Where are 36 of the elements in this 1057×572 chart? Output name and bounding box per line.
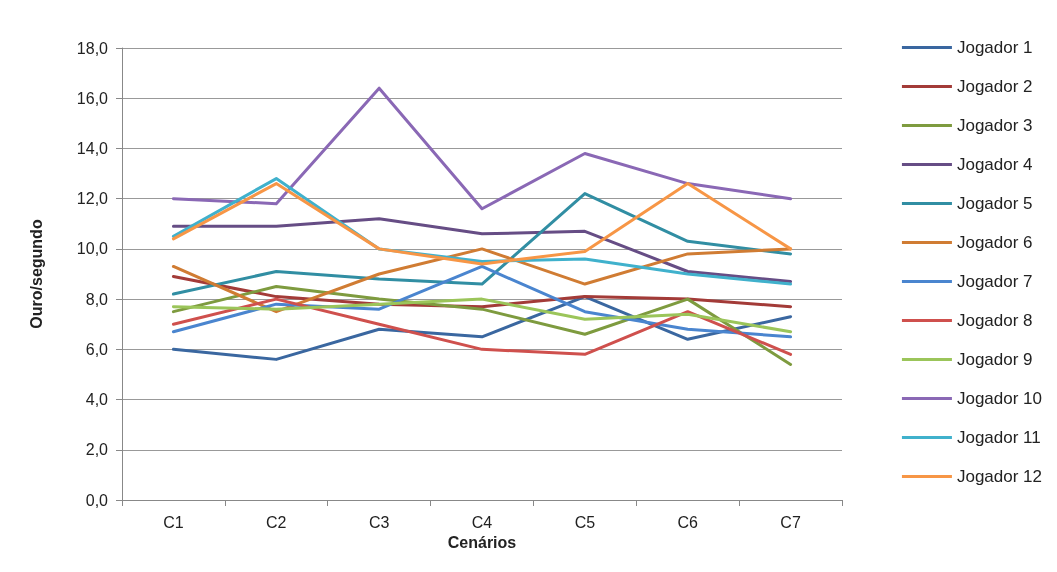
- line-series: [171, 86, 793, 211]
- x-tick-label: C7: [780, 513, 801, 531]
- legend-label: Jogador 6: [956, 233, 1033, 252]
- line-series: [171, 182, 793, 266]
- legend-label: Jogador 10: [956, 389, 1043, 408]
- x-tick-label: C4: [471, 513, 493, 531]
- legend-label: Jogador 4: [956, 155, 1033, 174]
- y-tick-label: 2,0: [85, 441, 109, 459]
- legend-label: Jogador 2: [956, 77, 1033, 96]
- legend-label: Jogador 1: [956, 38, 1033, 57]
- legend-label: Jogador 9: [956, 350, 1033, 369]
- y-tick-label: 0,0: [85, 491, 109, 509]
- legend-label: Jogador 5: [956, 194, 1033, 213]
- legend-label: Jogador 11: [956, 428, 1041, 447]
- x-tick-label: C3: [368, 513, 390, 531]
- y-tick-label: 16,0: [76, 89, 109, 107]
- y-tick-label: 8,0: [85, 290, 109, 308]
- x-tick-label: C5: [574, 513, 596, 531]
- x-tick-label: C1: [163, 513, 184, 531]
- y-tick-label: 6,0: [85, 340, 109, 358]
- x-tick-label: C2: [266, 513, 287, 531]
- x-axis-title: Cenários: [447, 534, 517, 552]
- legend-label: Jogador 12: [956, 467, 1043, 486]
- x-tick-label: C6: [677, 513, 699, 531]
- legend-label: Jogador 3: [956, 116, 1033, 135]
- line-series: [171, 192, 793, 296]
- y-tick-label: 18,0: [76, 39, 109, 57]
- y-tick-label: 10,0: [76, 240, 109, 258]
- y-tick-label: 14,0: [76, 139, 109, 157]
- y-tick-label: 12,0: [76, 190, 109, 208]
- line-series: [171, 297, 793, 334]
- line-series: [171, 217, 793, 284]
- y-axis-title: Ouro/segundo: [27, 219, 45, 329]
- legend-label: Jogador 7: [956, 272, 1033, 291]
- legend-label: Jogador 8: [956, 311, 1033, 330]
- y-tick-label: 4,0: [85, 391, 109, 409]
